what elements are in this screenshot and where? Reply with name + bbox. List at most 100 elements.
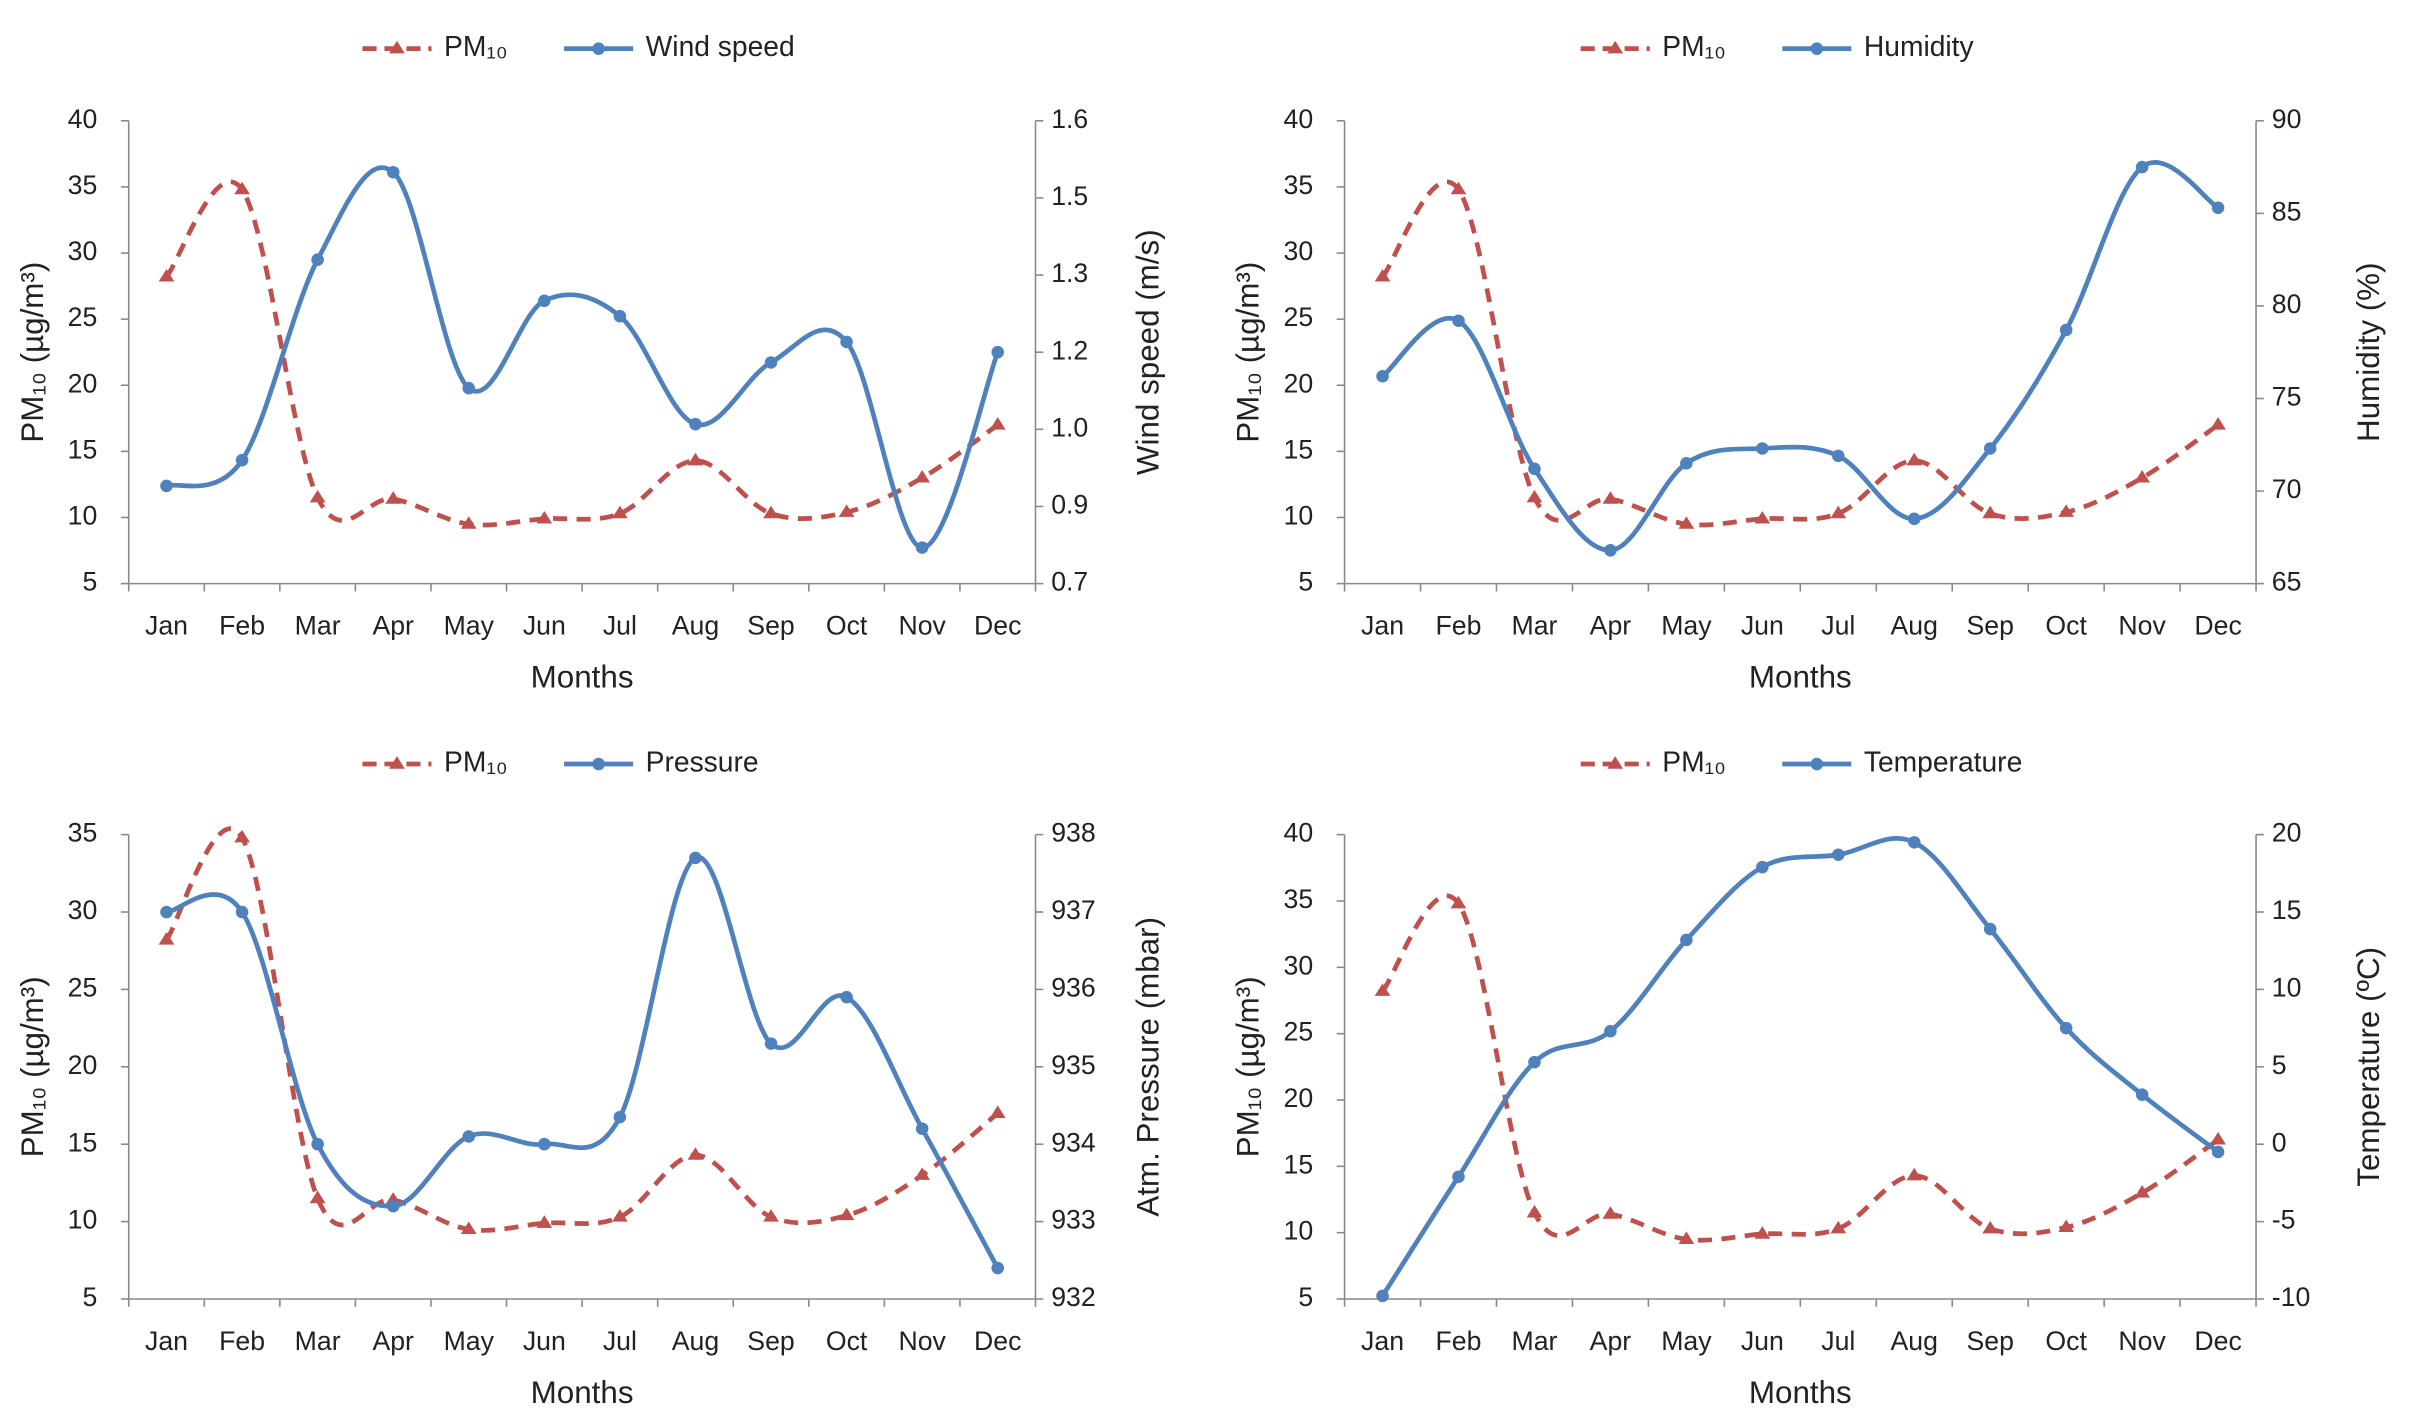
- data-marker: [914, 469, 931, 483]
- x-tick-label: May: [1661, 1326, 1712, 1356]
- data-marker: [386, 165, 400, 179]
- x-tick-label: Dec: [2194, 611, 2241, 641]
- x-tick-label: Aug: [1891, 611, 1938, 641]
- data-marker: [1450, 895, 1467, 909]
- x-axis-label: Months: [531, 660, 634, 695]
- y2-tick-label: 1.5: [1051, 181, 1088, 211]
- legend-label: PM₁₀: [1662, 30, 1726, 62]
- data-marker: [1907, 512, 1921, 526]
- x-tick-label: Oct: [826, 1326, 868, 1356]
- y-tick-label: 30: [1284, 950, 1314, 980]
- data-marker: [989, 417, 1006, 430]
- data-marker: [536, 510, 553, 524]
- legend-marker: [592, 42, 605, 55]
- x-axis-label: Months: [1749, 1375, 1852, 1410]
- y2-tick-label: 75: [2272, 382, 2302, 412]
- y2-tick-label: 933: [1051, 1205, 1095, 1235]
- x-tick-label: Jan: [1361, 611, 1404, 641]
- data-marker: [1376, 369, 1389, 383]
- y-tick-label: 30: [68, 236, 98, 266]
- x-tick-label: Apr: [1590, 611, 1632, 641]
- chart-panel: 5 10 15 20 25 30 35 932 933 934 935 936 937 938 Jan Feb…: [15, 745, 1165, 1410]
- data-marker: [1832, 848, 1845, 862]
- y2-tick-label: 934: [1051, 1127, 1096, 1157]
- data-marker: [1756, 860, 1769, 874]
- x-tick-label: Jun: [1741, 1326, 1784, 1356]
- data-marker: [2134, 469, 2150, 483]
- x-tick-label: Nov: [2118, 1326, 2166, 1356]
- data-marker: [1526, 489, 1543, 503]
- data-marker: [915, 1122, 929, 1136]
- data-marker: [2211, 201, 2225, 215]
- y-tick-label: 15: [68, 434, 98, 464]
- y2-axis-label: Temperature (ºC): [2351, 947, 2386, 1187]
- y-axis-label: PM₁₀ (µg/m³): [1231, 262, 1266, 443]
- y-tick-label: 25: [68, 302, 98, 332]
- y2-tick-label: 1.3: [1051, 258, 1088, 288]
- chart-panel: 5 10 15 20 25 30 35 40 -10 -5 0 5 10 15 20 Jan Feb Mar Apr…: [1231, 745, 2386, 1410]
- data-marker: [1528, 462, 1541, 476]
- data-marker: [1907, 836, 1921, 849]
- data-marker: [234, 181, 250, 195]
- data-marker: [2210, 1131, 2226, 1145]
- data-marker: [460, 516, 477, 529]
- y-tick-label: 5: [1298, 1282, 1313, 1312]
- data-marker: [385, 491, 402, 504]
- x-tick-label: Nov: [898, 611, 946, 641]
- x-tick-label: Aug: [1891, 1326, 1938, 1356]
- x-tick-label: Jan: [145, 1326, 188, 1356]
- legend-label: Humidity: [1864, 30, 1975, 62]
- y2-tick-label: 936: [1051, 972, 1095, 1002]
- data-marker: [2210, 417, 2226, 430]
- x-tick-label: Sep: [1966, 611, 2013, 641]
- data-marker: [1756, 442, 1769, 455]
- y2-axis-label: Humidity (%): [2351, 262, 2386, 441]
- y-tick-label: 35: [1284, 170, 1314, 200]
- legend-label: PM₁₀: [1662, 745, 1726, 777]
- x-tick-label: Dec: [2194, 1326, 2241, 1356]
- y2-tick-label: 15: [2272, 895, 2302, 925]
- y-tick-label: 20: [1284, 368, 1314, 398]
- data-marker: [840, 335, 853, 349]
- legend-marker: [1810, 757, 1824, 771]
- x-tick-label: Jun: [523, 1326, 566, 1356]
- data-marker: [1450, 181, 1467, 195]
- x-tick-label: Jul: [1821, 611, 1855, 641]
- y-axis-label: PM₁₀ (µg/m³): [1231, 976, 1266, 1157]
- legend-marker: [1810, 42, 1824, 55]
- data-marker: [1830, 1220, 1847, 1234]
- data-marker: [989, 1105, 1006, 1118]
- data-marker: [687, 1147, 704, 1160]
- data-marker: [2058, 504, 2075, 517]
- data-marker: [1983, 922, 1997, 936]
- y-tick-label: 10: [68, 1205, 98, 1235]
- data-marker: [838, 504, 855, 517]
- data-marker: [2135, 1088, 2149, 1101]
- legend-label: Temperature: [1864, 745, 2022, 777]
- x-tick-label: Jul: [603, 611, 637, 641]
- y-tick-label: 10: [68, 501, 98, 531]
- y-axis-label: PM₁₀ (µg/m³): [15, 976, 50, 1157]
- x-tick-label: Feb: [1436, 1326, 1482, 1356]
- x-tick-label: May: [444, 611, 495, 641]
- y2-tick-label: 1.2: [1051, 335, 1088, 365]
- x-tick-label: Oct: [826, 611, 868, 641]
- data-marker: [235, 905, 249, 919]
- x-tick-label: Apr: [1590, 1326, 1632, 1356]
- x-tick-label: Feb: [219, 1326, 265, 1356]
- data-marker: [1374, 268, 1391, 282]
- data-marker: [1680, 457, 1693, 470]
- data-marker: [538, 1137, 551, 1151]
- x-tick-label: Mar: [1512, 611, 1558, 641]
- data-marker: [158, 268, 175, 282]
- x-tick-label: Oct: [2045, 611, 2087, 641]
- y2-tick-label: 938: [1051, 818, 1095, 848]
- y2-tick-label: 20: [2272, 818, 2302, 848]
- data-marker: [1754, 1226, 1771, 1239]
- legend-marker: [592, 757, 605, 771]
- y-tick-label: 15: [68, 1127, 98, 1157]
- legend-label: Wind speed: [646, 30, 795, 62]
- data-marker: [1376, 1289, 1389, 1303]
